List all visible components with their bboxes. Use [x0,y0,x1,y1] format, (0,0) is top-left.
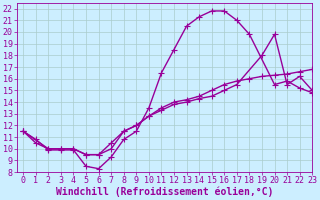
X-axis label: Windchill (Refroidissement éolien,°C): Windchill (Refroidissement éolien,°C) [56,187,273,197]
